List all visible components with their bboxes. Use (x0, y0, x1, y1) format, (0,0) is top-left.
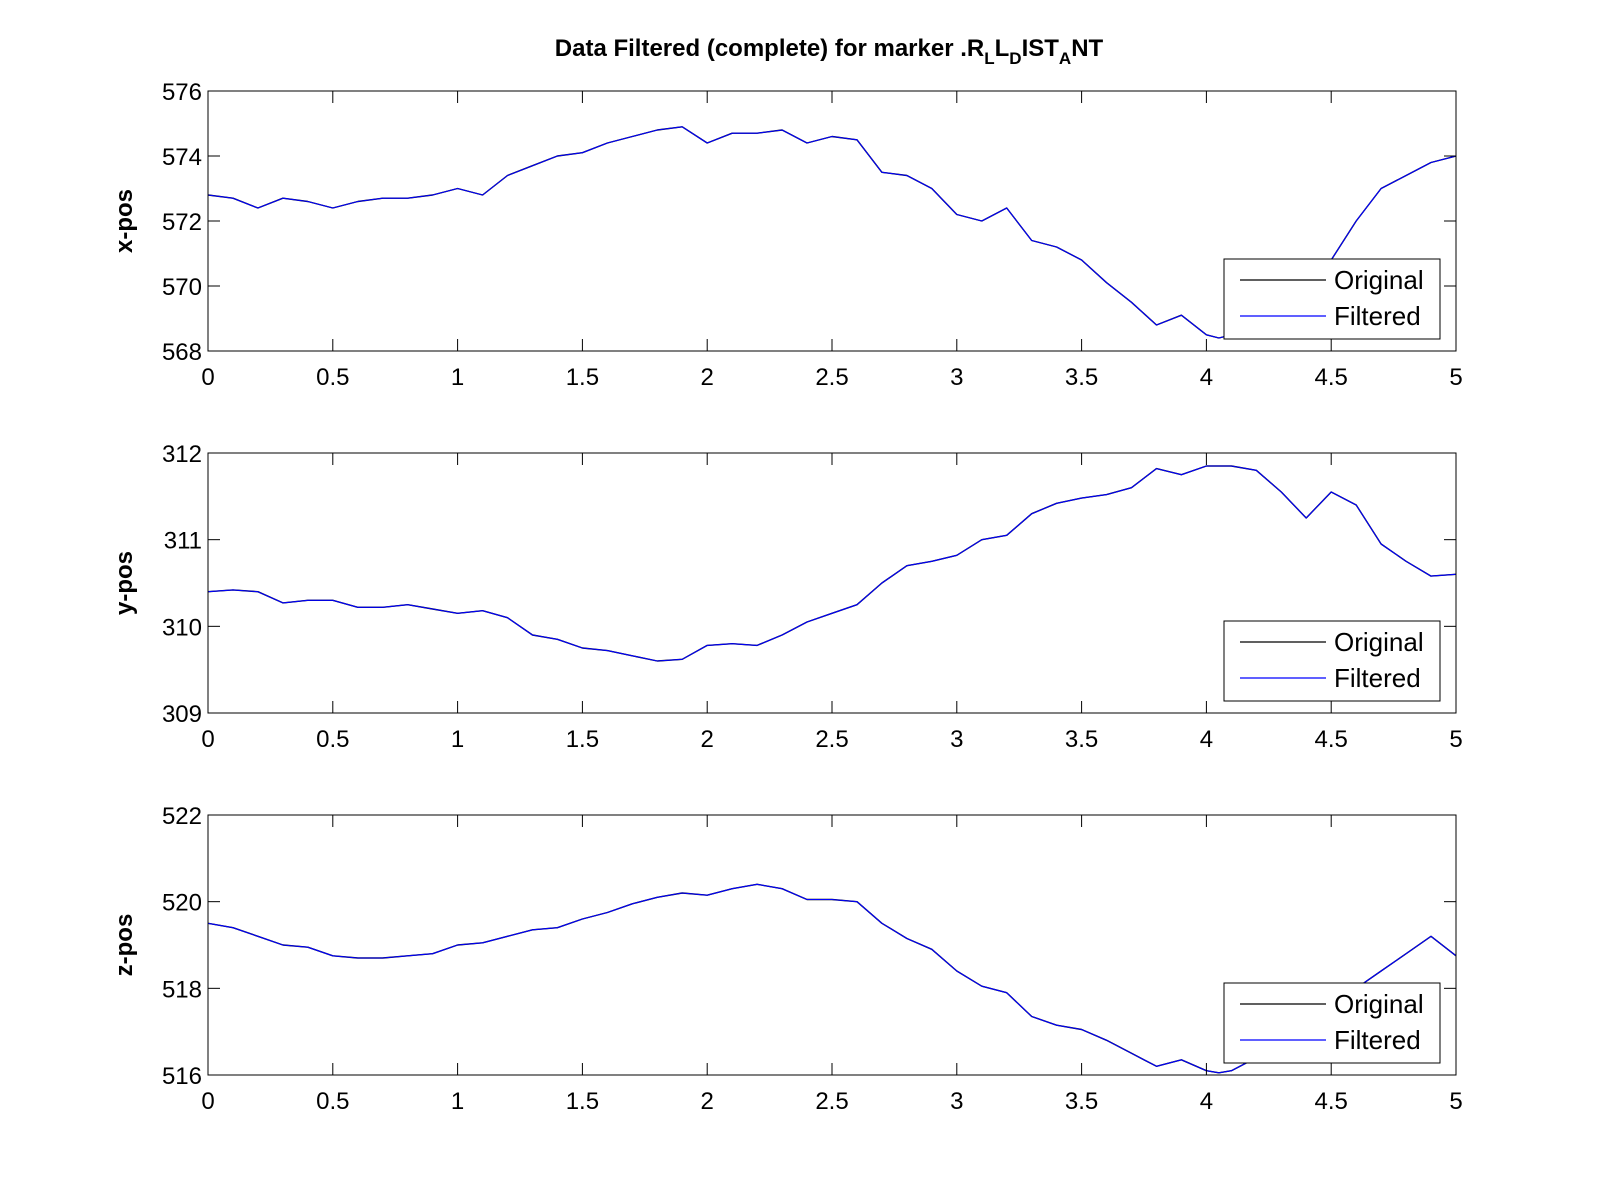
subplot-y-pos: 0 0.5 1 1.5 2 2.5 3 3.5 4 4.5 5 309 310 311 312 y-pos Or… (111, 441, 1463, 753)
legend-label-filtered: Filtered (1334, 1025, 1421, 1055)
x-tick-label: 0.5 (316, 1088, 349, 1115)
x-tick-label: 0.5 (316, 364, 349, 391)
legend: Original Filtered (1223, 620, 1441, 702)
legend-label-original: Original (1334, 627, 1424, 657)
legend-box (1223, 258, 1441, 340)
y-tick-label: 522 (162, 803, 202, 830)
x-tick-label: 4.5 (1315, 1088, 1348, 1115)
y-tick-label: 572 (162, 209, 202, 236)
x-tick-label: 1.5 (566, 1088, 599, 1115)
y-axis-label: x-pos (111, 189, 138, 253)
y-tick-label: 518 (162, 976, 202, 1003)
x-tick-label: 0 (201, 726, 214, 753)
x-tick-label: 0.5 (316, 726, 349, 753)
figure-title: Data Filtered (complete) for marker .RLL… (555, 35, 1104, 68)
figure-title-part: L (995, 35, 1010, 62)
x-tick-label: 0 (201, 1088, 214, 1115)
x-tick-label: 1 (451, 726, 464, 753)
x-tick-label: 3.5 (1065, 364, 1098, 391)
x-tick-label: 3 (950, 1088, 963, 1115)
x-tick-label: 3 (950, 726, 963, 753)
legend-label-original: Original (1334, 265, 1424, 295)
legend-label-filtered: Filtered (1334, 301, 1421, 331)
x-tick-label: 2.5 (815, 364, 848, 391)
x-tick-label: 1 (451, 364, 464, 391)
x-tick-label: 5 (1449, 364, 1462, 391)
legend: Original Filtered (1223, 258, 1441, 340)
y-tick-label: 570 (162, 274, 202, 301)
y-tick-label: 516 (162, 1063, 202, 1090)
legend-box (1223, 982, 1441, 1064)
y-tick-label: 310 (162, 614, 202, 641)
y-tick-label: 520 (162, 890, 202, 917)
subplot-x-pos: 0 0.5 1 1.5 2 2.5 3 3.5 4 4.5 5 568 570 572 574 576 x-po… (111, 79, 1463, 391)
y-tick-label: 576 (162, 79, 202, 106)
x-tick-label: 2.5 (815, 726, 848, 753)
figure-title-part: D (1009, 49, 1021, 68)
y-axis-label: y-pos (111, 551, 138, 615)
x-tick-label: 1.5 (566, 726, 599, 753)
x-tick-label: 3.5 (1065, 726, 1098, 753)
x-tick-label: 4.5 (1315, 364, 1348, 391)
x-tick-label: 4.5 (1315, 726, 1348, 753)
x-tick-label: 2 (701, 364, 714, 391)
x-tick-label: 4 (1200, 726, 1213, 753)
figure-title-prefix: Data Filtered (complete) for marker .R (555, 35, 984, 62)
legend-box (1223, 620, 1441, 702)
x-tick-label: 4 (1200, 1088, 1213, 1115)
x-tick-label: 1 (451, 1088, 464, 1115)
x-tick-label: 2 (701, 726, 714, 753)
x-tick-label: 2.5 (815, 1088, 848, 1115)
x-tick-label: 3 (950, 364, 963, 391)
subplot-z-pos: 0 0.5 1 1.5 2 2.5 3 3.5 4 4.5 5 516 518 520 522 z-pos Or… (111, 803, 1463, 1115)
figure-title-part: IST (1022, 35, 1060, 62)
series-line-filtered (208, 465, 1456, 662)
x-tick-label: 2 (701, 1088, 714, 1115)
legend: Original Filtered (1223, 982, 1441, 1064)
subplot-panels: 0 0.5 1 1.5 2 2.5 3 3.5 4 4.5 5 568 570 572 574 576 x-po… (111, 79, 1463, 1115)
x-tick-label: 3.5 (1065, 1088, 1098, 1115)
figure-title-part: NT (1071, 35, 1103, 62)
y-tick-label: 312 (162, 441, 202, 468)
y-tick-label: 574 (162, 144, 202, 171)
legend-label-filtered: Filtered (1334, 663, 1421, 693)
legend-label-original: Original (1334, 989, 1424, 1019)
y-tick-label: 311 (164, 528, 202, 555)
x-tick-label: 4 (1200, 364, 1213, 391)
figure-title-part: A (1059, 49, 1071, 68)
x-tick-label: 1.5 (566, 364, 599, 391)
figure-title-part: L (984, 49, 994, 68)
series-line-filtered (208, 883, 1456, 1074)
y-tick-label: 568 (162, 339, 202, 366)
y-axis-label: z-pos (111, 914, 138, 977)
x-tick-label: 5 (1449, 1088, 1462, 1115)
x-tick-label: 5 (1449, 726, 1462, 753)
y-tick-label: 309 (162, 701, 202, 728)
x-tick-label: 0 (201, 364, 214, 391)
